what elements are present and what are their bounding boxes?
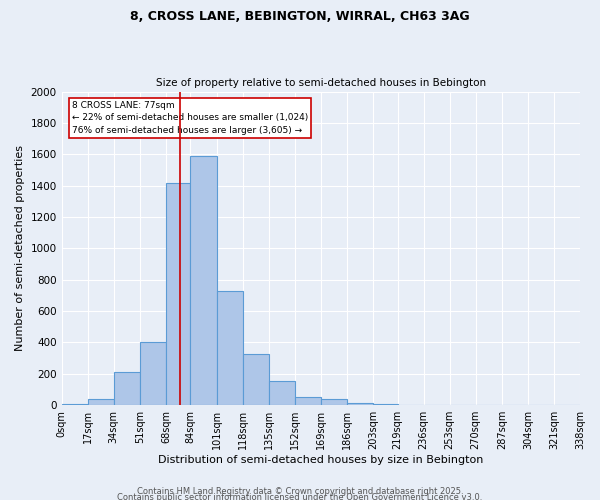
Y-axis label: Number of semi-detached properties: Number of semi-detached properties bbox=[15, 146, 25, 352]
Text: Contains HM Land Registry data © Crown copyright and database right 2025.: Contains HM Land Registry data © Crown c… bbox=[137, 486, 463, 496]
Text: Contains public sector information licensed under the Open Government Licence v3: Contains public sector information licen… bbox=[118, 492, 482, 500]
Bar bbox=[140, 342, 166, 405]
Bar bbox=[217, 290, 242, 405]
Text: 8, CROSS LANE, BEBINGTON, WIRRAL, CH63 3AG: 8, CROSS LANE, BEBINGTON, WIRRAL, CH63 3… bbox=[130, 10, 470, 23]
Bar bbox=[295, 396, 321, 405]
Title: Size of property relative to semi-detached houses in Bebington: Size of property relative to semi-detach… bbox=[156, 78, 486, 88]
Bar bbox=[166, 182, 190, 405]
Bar bbox=[242, 354, 269, 405]
Bar bbox=[190, 156, 217, 405]
Bar bbox=[88, 399, 114, 405]
X-axis label: Distribution of semi-detached houses by size in Bebington: Distribution of semi-detached houses by … bbox=[158, 455, 484, 465]
Bar bbox=[373, 404, 398, 405]
Bar bbox=[321, 400, 347, 405]
Text: 8 CROSS LANE: 77sqm
← 22% of semi-detached houses are smaller (1,024)
76% of sem: 8 CROSS LANE: 77sqm ← 22% of semi-detach… bbox=[72, 101, 308, 135]
Bar bbox=[62, 404, 88, 405]
Bar bbox=[269, 381, 295, 405]
Bar bbox=[114, 372, 140, 405]
Bar bbox=[347, 403, 373, 405]
